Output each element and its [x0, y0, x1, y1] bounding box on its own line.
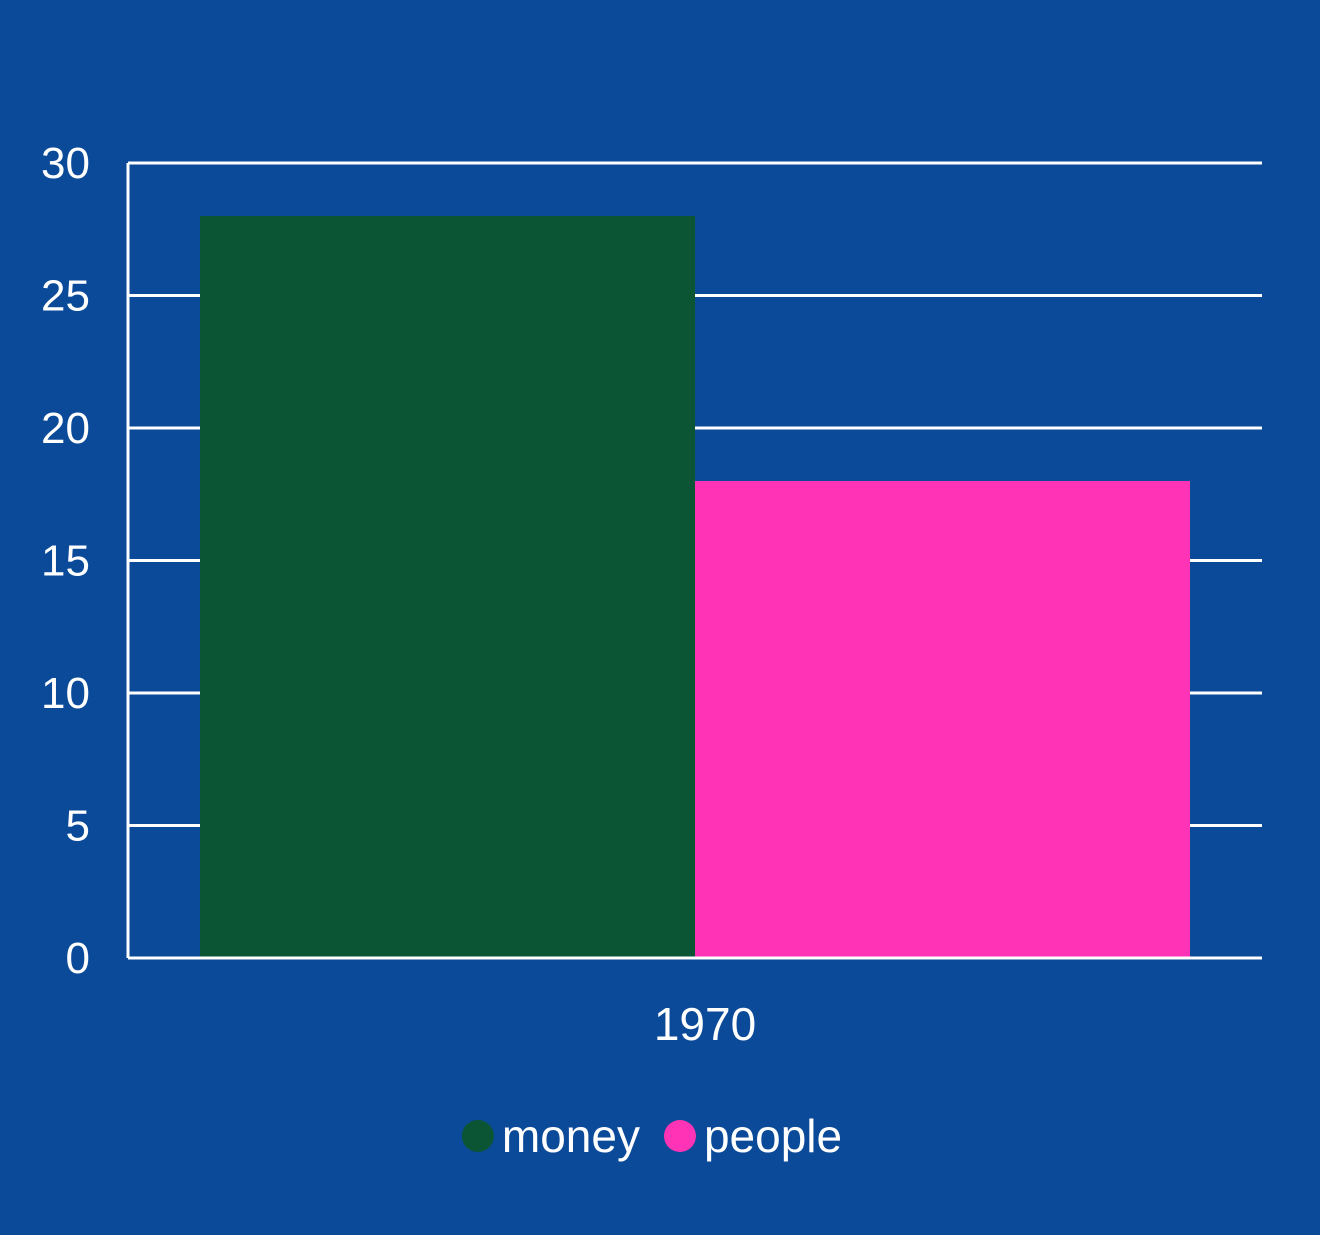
labels: 0 5 10 15 20 25 30 1970	[41, 139, 756, 1050]
y-tick-label-30: 30	[41, 139, 90, 188]
y-tick-label-10: 10	[41, 669, 90, 718]
bars	[200, 216, 1190, 958]
legend-marker-money	[461, 1120, 494, 1152]
legend: money people	[461, 1110, 842, 1162]
legend-label-people: people	[704, 1110, 842, 1162]
axes	[126, 163, 1262, 960]
legend-item-people: people	[663, 1110, 842, 1162]
y-tick-label-0: 0	[66, 934, 90, 983]
y-tick-label-15: 15	[41, 537, 90, 586]
y-tick-label-20: 20	[41, 404, 90, 453]
legend-item-money: money	[461, 1110, 640, 1162]
y-tick-label-5: 5	[66, 802, 90, 851]
bar-money-1970	[200, 216, 695, 958]
legend-marker-people	[663, 1120, 696, 1152]
x-tick-label-1970: 1970	[654, 998, 756, 1050]
legend-label-money: money	[502, 1110, 640, 1162]
bar-people-1970	[695, 481, 1190, 958]
y-tick-label-25: 25	[41, 272, 90, 321]
